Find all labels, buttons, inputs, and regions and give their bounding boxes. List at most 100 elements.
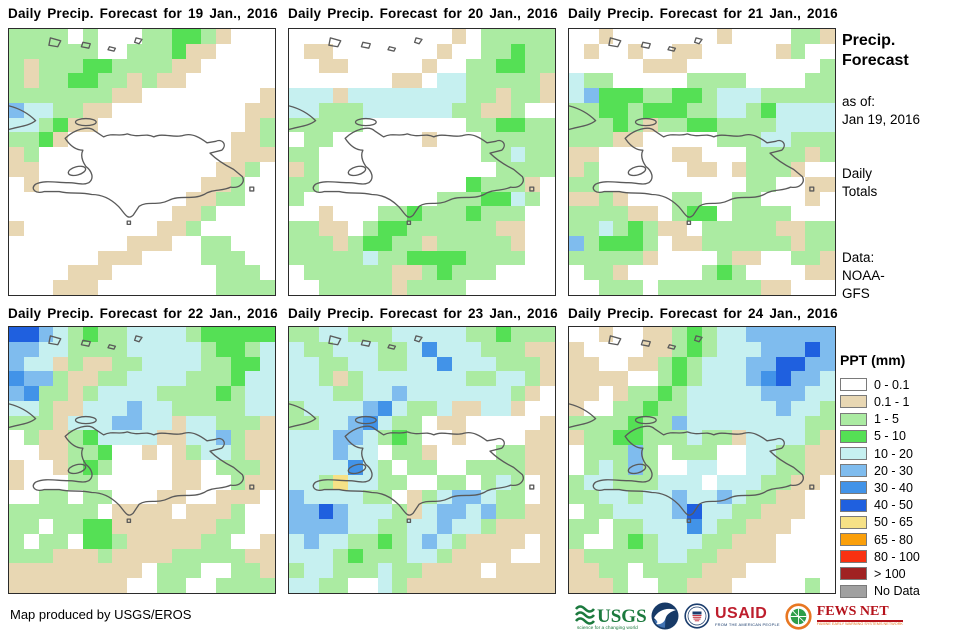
precip-cell: [318, 117, 334, 133]
precip-cell: [731, 29, 747, 44]
precip-cell: [466, 341, 482, 357]
legend-item: 20 - 30: [840, 462, 913, 478]
precip-cell: [495, 371, 511, 387]
precip-cell: [642, 29, 658, 44]
precip-cell: [421, 102, 437, 118]
precip-cell: [746, 356, 762, 372]
precip-cell: [761, 474, 776, 490]
precip-cell: [156, 250, 172, 266]
precip-cell: [215, 29, 231, 44]
precip-cell: [525, 400, 541, 416]
precip-cell: [495, 533, 511, 549]
precip-cell: [598, 88, 614, 103]
precip-cell: [97, 161, 113, 177]
precip-cell: [127, 430, 142, 446]
precip-cell: [362, 459, 378, 475]
precip-cell: [731, 176, 747, 192]
precip-cell: [436, 371, 452, 387]
precip-cell: [510, 519, 526, 534]
precip-cell: [53, 73, 69, 89]
precip-cell: [525, 578, 541, 593]
precip-cell: [775, 474, 791, 490]
precip-cell: [303, 265, 319, 281]
precip-cell: [716, 489, 732, 505]
precip-cell: [642, 548, 658, 564]
precip-cell: [53, 191, 69, 207]
precip-cell: [436, 176, 452, 192]
precip-cell: [230, 102, 246, 118]
precip-cell: [127, 519, 142, 534]
precip-cell: [421, 445, 437, 460]
precip-cell: [9, 102, 24, 118]
precip-cell: [289, 206, 304, 222]
precip-cell: [466, 235, 482, 251]
precip-cell: [112, 356, 128, 372]
precip-cell: [746, 578, 762, 593]
precip-cell: [746, 489, 762, 505]
usgs-tagline: science for a changing world: [577, 625, 638, 631]
precip-cell: [362, 29, 378, 44]
precip-cell: [775, 415, 791, 431]
precip-cell: [540, 489, 555, 505]
precip-cell: [348, 459, 363, 475]
precip-cell: [333, 415, 349, 431]
precip-cell: [701, 265, 717, 281]
precip-cell: [672, 578, 688, 593]
precip-cell: [68, 327, 83, 342]
precip-cell: [569, 58, 584, 74]
precip-cell: [731, 504, 747, 520]
precip-cell: [466, 415, 482, 431]
precip-cell: [716, 250, 732, 266]
precip-cell: [260, 489, 275, 505]
precip-cell: [215, 161, 231, 177]
precip-cell: [805, 176, 821, 192]
precip-cell: [260, 102, 275, 118]
legend-label: No Data: [874, 584, 920, 599]
precip-cell: [701, 327, 717, 342]
precip-cell: [687, 459, 702, 475]
precip-cell: [761, 88, 776, 103]
precip-cell: [805, 250, 821, 266]
precip-cell: [716, 191, 732, 207]
precip-cell: [127, 117, 142, 133]
precip-cell: [377, 29, 393, 44]
precip-cell: [761, 563, 776, 579]
precip-cell: [731, 58, 747, 74]
precip-cell: [171, 117, 187, 133]
precip-cell: [775, 191, 791, 207]
precip-cell: [348, 519, 363, 534]
precip-cell: [362, 161, 378, 177]
precip-cell: [466, 386, 482, 401]
precip-cell: [583, 386, 599, 401]
precip-cell: [245, 206, 261, 222]
precip-cell: [201, 327, 216, 342]
precip-cell: [171, 459, 187, 475]
precip-cell: [731, 132, 747, 148]
precip-cell: [141, 341, 157, 357]
precip-cell: [642, 327, 658, 342]
precip-cell: [421, 519, 437, 534]
precip-cell: [466, 504, 482, 520]
precip-cell: [97, 235, 113, 251]
precip-cell: [318, 132, 334, 148]
precip-cell: [451, 533, 467, 549]
precip-cell: [23, 58, 39, 74]
precip-cell: [348, 191, 363, 207]
precip-cell: [333, 250, 349, 266]
precip-cell: [525, 221, 541, 236]
precip-cell: [657, 206, 673, 222]
precip-cell: [701, 235, 717, 251]
precip-cell: [775, 341, 791, 357]
precip-cell: [687, 445, 702, 460]
precip-cell: [820, 280, 835, 295]
precip-cell: [746, 73, 762, 89]
precip-cell: [820, 265, 835, 281]
precip-cell: [333, 489, 349, 505]
precip-cell: [97, 265, 113, 281]
map-panel-22jan: [8, 326, 276, 594]
precip-cell: [82, 117, 98, 133]
precip-cell: [333, 43, 349, 59]
precip-cell: [82, 265, 98, 281]
precip-cell: [731, 489, 747, 505]
